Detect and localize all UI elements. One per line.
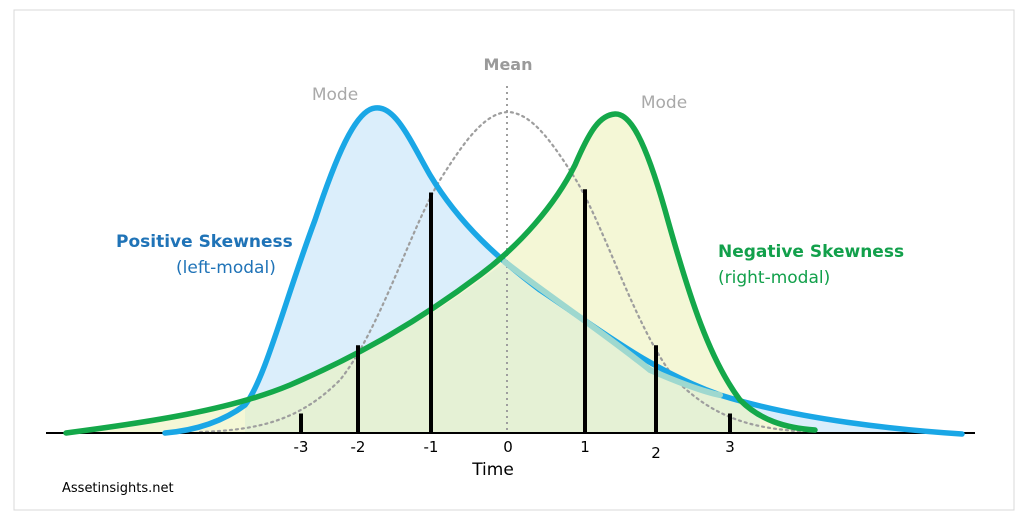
tick-labels: -3 -2 -1 0 1 2 3 [294, 438, 735, 462]
tick-label-2: -1 [424, 438, 439, 456]
mean-label: Mean [484, 55, 533, 74]
overlap-area [245, 262, 760, 434]
tick-label-3: 0 [503, 438, 513, 456]
tick-label-5: 2 [651, 444, 661, 462]
positive-skewness-title: Positive Skewness [116, 232, 293, 252]
negative-skewness-title: Negative Skewness [718, 242, 904, 262]
positive-skewness-subtitle: (left-modal) [176, 258, 276, 278]
tick-label-0: -3 [294, 438, 309, 456]
tick-label-1: -2 [351, 438, 366, 456]
negative-skew-curve [63, 111, 818, 436]
tick-label-6: 3 [725, 438, 735, 456]
mode-left-label: Mode [312, 85, 358, 105]
positive-skew-curve-faded [502, 259, 723, 398]
tick-bars [299, 189, 732, 433]
negative-skewness-subtitle: (right-modal) [718, 268, 830, 288]
mode-right-label: Mode [641, 93, 687, 113]
credit-text: Assetinsights.net [62, 481, 174, 496]
tick-label-4: 1 [580, 438, 590, 456]
x-axis-title: Time [471, 460, 514, 480]
